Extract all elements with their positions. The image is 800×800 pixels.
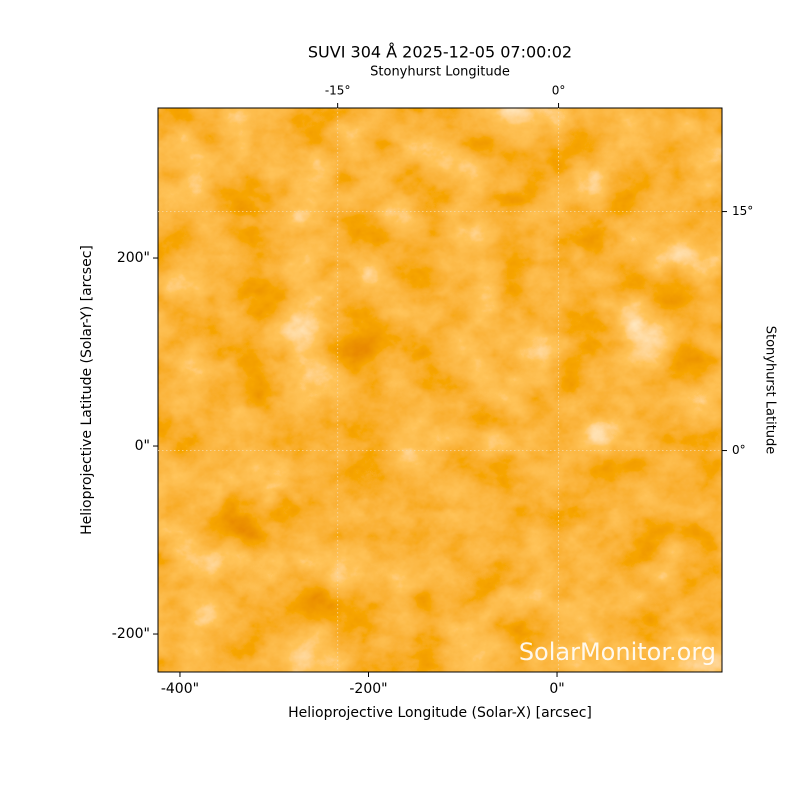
x-tick-label: -200" bbox=[349, 681, 387, 697]
y2-tick-label: 0° bbox=[732, 443, 746, 457]
x-tick-label: -400" bbox=[161, 681, 199, 697]
solar-image bbox=[158, 108, 722, 672]
y-tick-label: 200" bbox=[117, 250, 150, 266]
y-tick-label: 0" bbox=[135, 438, 150, 454]
plot-frame bbox=[157, 107, 723, 673]
x-axis-label: Helioprojective Longitude (Solar-X) [arc… bbox=[288, 705, 592, 721]
watermark: SolarMonitor.org bbox=[519, 638, 716, 666]
x2-axis-label: Stonyhurst Longitude bbox=[370, 65, 510, 80]
y-tick-label: -200" bbox=[112, 626, 150, 642]
y2-tick-label: 15° bbox=[732, 204, 753, 218]
x2-tick-label: 0° bbox=[552, 84, 566, 98]
y-axis-label: Helioprojective Latitude (Solar-Y) [arcs… bbox=[79, 245, 95, 535]
x2-tick-label: -15° bbox=[325, 84, 351, 98]
chart-title: SUVI 304 Å 2025-12-05 07:00:02 bbox=[308, 43, 572, 62]
x-tick-label: 0" bbox=[549, 681, 564, 697]
y2-axis-label: Stonyhurst Latitude bbox=[763, 326, 778, 455]
